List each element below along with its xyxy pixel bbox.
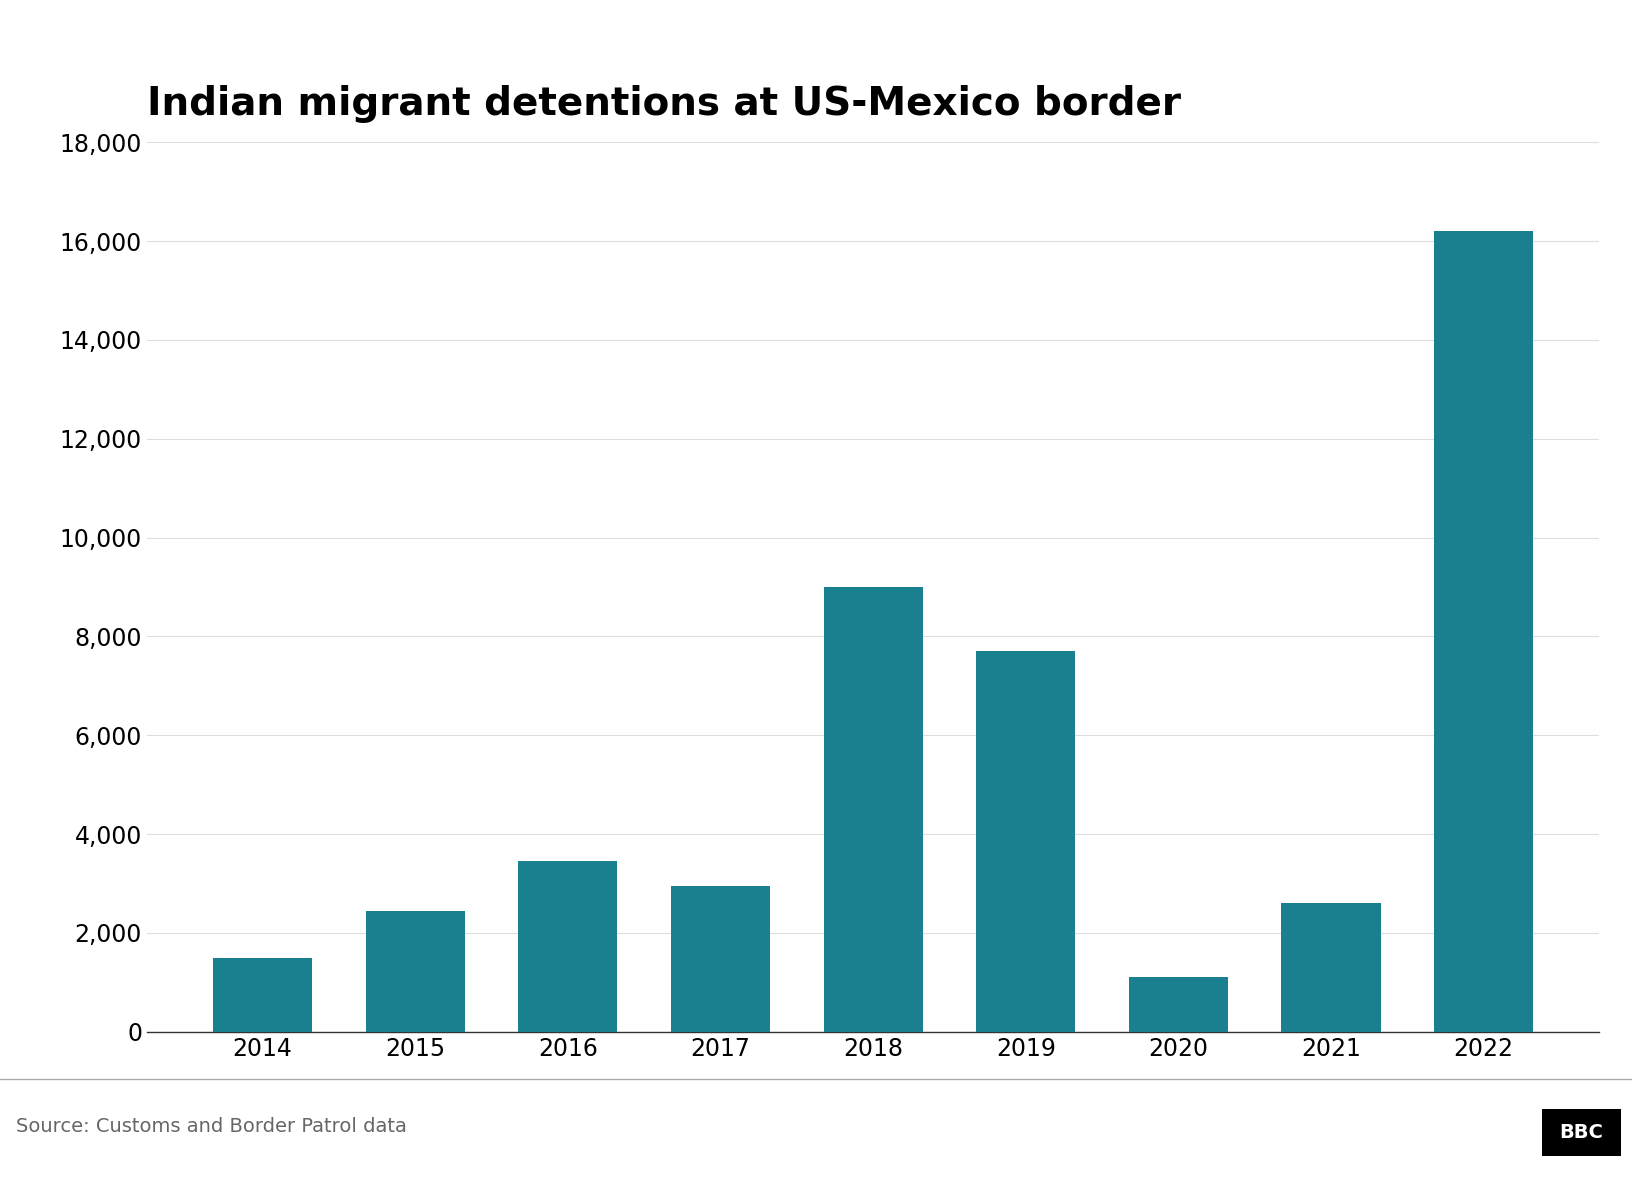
Bar	[1129, 977, 1227, 1032]
Bar	[1435, 231, 1534, 1032]
Bar	[671, 886, 770, 1032]
Bar	[519, 861, 617, 1032]
Bar	[366, 911, 465, 1032]
Text: Indian migrant detentions at US-Mexico border: Indian migrant detentions at US-Mexico b…	[147, 84, 1182, 122]
Text: BBC: BBC	[1560, 1123, 1603, 1142]
Bar	[824, 587, 922, 1032]
Bar	[976, 651, 1075, 1032]
Text: Source: Customs and Border Patrol data: Source: Customs and Border Patrol data	[16, 1117, 408, 1136]
Bar	[212, 958, 312, 1032]
Bar	[1281, 904, 1381, 1032]
